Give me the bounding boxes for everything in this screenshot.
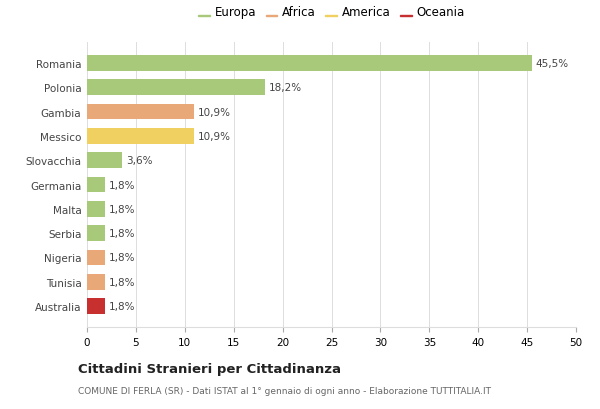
Text: 1,8%: 1,8%	[109, 301, 135, 311]
Bar	[87, 299, 104, 314]
Text: 1,8%: 1,8%	[109, 180, 135, 190]
Bar	[87, 274, 104, 290]
Text: 18,2%: 18,2%	[269, 83, 302, 93]
Text: 45,5%: 45,5%	[536, 59, 569, 69]
Text: 3,6%: 3,6%	[126, 156, 152, 166]
Bar	[87, 80, 265, 96]
Text: Cittadini Stranieri per Cittadinanza: Cittadini Stranieri per Cittadinanza	[78, 362, 341, 375]
Text: 1,8%: 1,8%	[109, 204, 135, 214]
Text: 1,8%: 1,8%	[109, 277, 135, 287]
Bar	[87, 56, 532, 72]
Legend: Europa, Africa, America, Oceania: Europa, Africa, America, Oceania	[196, 3, 467, 21]
Text: 10,9%: 10,9%	[197, 107, 230, 117]
Text: 1,8%: 1,8%	[109, 229, 135, 238]
Bar	[87, 202, 104, 217]
Bar	[87, 153, 122, 169]
Text: 10,9%: 10,9%	[197, 132, 230, 142]
Bar	[87, 226, 104, 241]
Bar	[87, 104, 194, 120]
Text: 1,8%: 1,8%	[109, 253, 135, 263]
Bar	[87, 250, 104, 266]
Bar	[87, 129, 194, 144]
Bar	[87, 177, 104, 193]
Text: COMUNE DI FERLA (SR) - Dati ISTAT al 1° gennaio di ogni anno - Elaborazione TUTT: COMUNE DI FERLA (SR) - Dati ISTAT al 1° …	[78, 387, 491, 396]
